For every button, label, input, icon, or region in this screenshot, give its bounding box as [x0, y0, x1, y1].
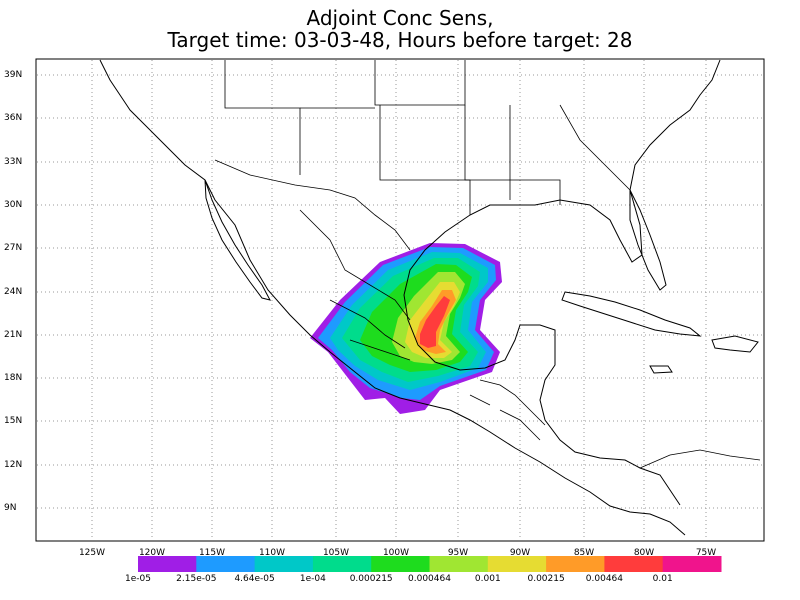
lon-label: 100W [382, 548, 410, 558]
coastlines [99, 59, 759, 536]
pacific-coast [99, 59, 686, 536]
florida [629, 189, 667, 291]
lon-label: 125W [78, 548, 106, 558]
colorbar-label: 1e-05 [125, 574, 151, 584]
colorbar-label: 1e-04 [299, 574, 326, 584]
cuba [561, 291, 702, 337]
lat-label: 9N [4, 503, 17, 513]
lon-label: 110W [258, 548, 286, 558]
state-line-4 [464, 105, 561, 205]
colorbar-label: 4.64e-05 [234, 574, 275, 584]
colorbar-label: 0.01 [652, 574, 673, 584]
map-frame [35, 58, 765, 542]
plume-red [420, 296, 450, 348]
sensitivity-plume [310, 243, 502, 414]
lat-label: 33N [4, 157, 23, 167]
lat-label: 30N [4, 200, 23, 210]
lat-label: 27N [4, 243, 23, 253]
colorbar-label: 0.000464 [408, 574, 451, 584]
us-mexico-border [214, 159, 411, 251]
lon-label: 105W [322, 548, 350, 558]
state-line-3 [379, 105, 471, 215]
colorbar-label: 0.001 [474, 574, 501, 584]
lat-label: 24N [4, 287, 23, 297]
central-america-borders [469, 379, 546, 441]
lon-label: 90W [509, 548, 531, 558]
lon-label: 115W [198, 548, 226, 558]
lat-label: 39N [4, 70, 23, 80]
lat-label: 36N [4, 113, 23, 123]
lon-label: 75W [695, 548, 717, 558]
lon-label: 80W [633, 548, 655, 558]
colorbar-label: 0.00215 [527, 574, 565, 584]
hispaniola [711, 335, 759, 353]
title-line-2: Target time: 03-03-48, Hours before targ… [167, 28, 633, 52]
title-line-1: Adjoint Conc Sens, [306, 6, 494, 30]
lat-label: 15N [4, 416, 23, 426]
colorbar-label: 0.00464 [585, 574, 623, 584]
mexico-state-lines [299, 209, 411, 361]
lat-label: 18N [4, 373, 23, 383]
lat-label: 12N [4, 460, 23, 470]
gulf-coast [403, 59, 721, 506]
borders [214, 60, 761, 469]
state-line-6 [559, 104, 631, 191]
lat-label: 21N [4, 330, 23, 340]
south-america-coast [639, 449, 761, 469]
state-line-2 [374, 60, 466, 106]
lon-label: 95W [447, 548, 469, 558]
baja-california [204, 179, 271, 301]
colorbar-label: 0.000215 [349, 574, 393, 584]
lon-label: 120W [138, 548, 166, 558]
colorbar-label: 2.15e-05 [176, 574, 217, 584]
state-line-1 [224, 60, 301, 175]
lon-label: 85W [573, 548, 595, 558]
jamaica [649, 365, 673, 374]
